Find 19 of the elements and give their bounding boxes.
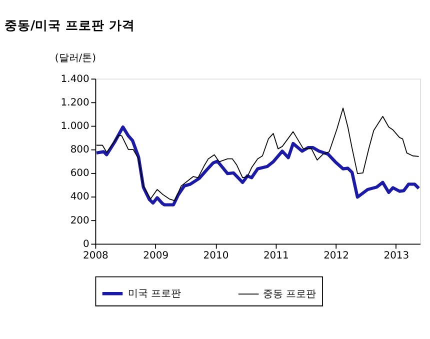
legend-label: 중동 프로판 bbox=[263, 288, 316, 300]
y-tick-label: 1.200 bbox=[60, 97, 90, 108]
x-tick-label: 2012 bbox=[324, 250, 349, 262]
y-tick-label: 0 bbox=[83, 238, 90, 250]
x-tick-label: 2008 bbox=[83, 250, 108, 262]
legend-label: 미국 프로판 bbox=[128, 288, 182, 300]
chart-title: 중동/미국 프로판 가격 bbox=[4, 18, 136, 33]
x-tick-label: 2010 bbox=[203, 250, 229, 262]
y-tick-label: 600 bbox=[70, 168, 90, 180]
y-axis-title: (달러/톤) bbox=[54, 52, 96, 64]
y-tick-label: 1.000 bbox=[60, 120, 90, 132]
x-tick-label: 2013 bbox=[384, 250, 410, 262]
y-tick-label: 200 bbox=[70, 215, 90, 226]
y-tick-label: 800 bbox=[70, 144, 90, 156]
y-tick-label: 1.400 bbox=[60, 74, 90, 85]
x-tick-label: 2009 bbox=[143, 250, 169, 262]
x-tick-label: 2011 bbox=[263, 250, 289, 262]
y-tick-label: 400 bbox=[70, 192, 90, 203]
line-series bbox=[94, 125, 420, 206]
